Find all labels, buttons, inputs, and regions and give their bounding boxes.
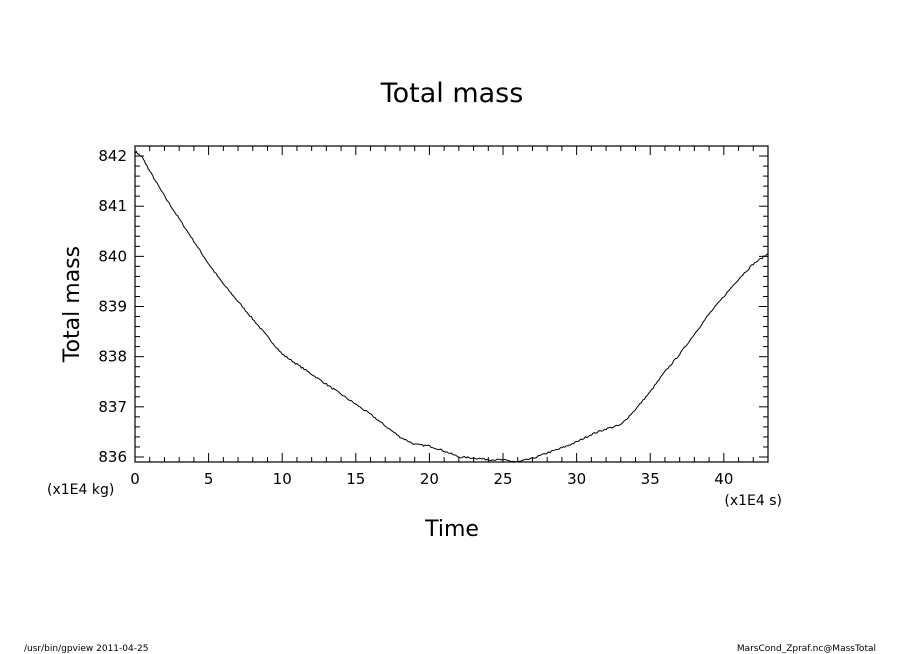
y-tick-label: 836	[98, 448, 127, 466]
series-line	[134, 150, 769, 463]
x-tick-label: 0	[130, 470, 140, 488]
y-tick-label: 838	[98, 348, 127, 366]
footer-right: MarsCond_Zpraf.nc@MassTotal	[737, 644, 876, 654]
y-tick-labels: 836 837 838 839 840 841 842	[98, 147, 127, 466]
plot-frame	[134, 145, 769, 463]
x-tick-label: 30	[567, 470, 586, 488]
x-axis-label: Time	[424, 517, 479, 542]
axis-ticks	[134, 146, 769, 462]
x-tick-label: 25	[493, 470, 512, 488]
x-tick-label: 5	[204, 470, 214, 488]
x-tick-label: 10	[273, 470, 292, 488]
x-tick-label: 35	[641, 470, 660, 488]
y-tick-label: 842	[98, 147, 127, 165]
y-axis-label: Total mass	[60, 246, 85, 363]
y-tick-label: 839	[98, 298, 127, 316]
footer-left: /usr/bin/gpview 2011-04-25	[24, 644, 148, 654]
x-tick-labels: 0 5 10 15 20 25 30 35 40	[130, 470, 733, 488]
y-tick-label: 841	[98, 197, 127, 215]
x-tick-label: 40	[714, 470, 733, 488]
y-tick-label: 837	[98, 398, 127, 416]
y-tick-label: 840	[98, 247, 127, 265]
x-tick-label: 20	[420, 470, 439, 488]
y-unit-label: (x1E4 kg)	[47, 482, 114, 498]
chart-title: Total mass	[380, 78, 524, 109]
x-tick-label: 15	[346, 470, 365, 488]
x-unit-label: (x1E4 s)	[724, 493, 782, 509]
